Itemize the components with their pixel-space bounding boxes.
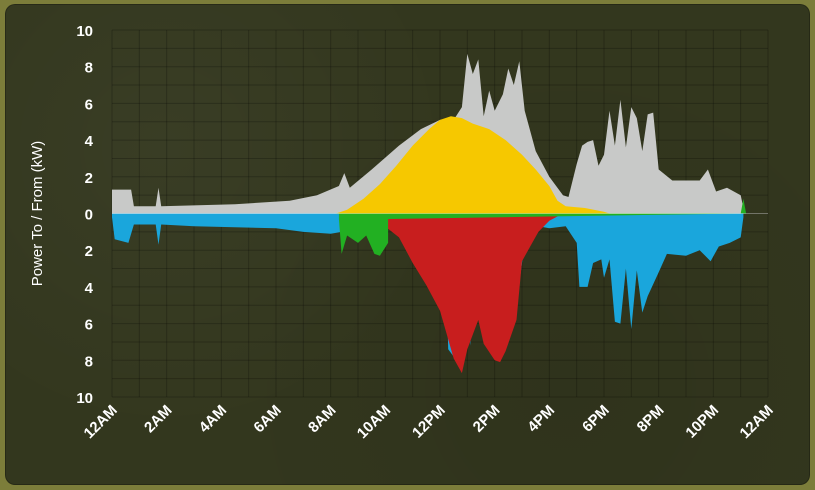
y-tick-label: 6 [85, 96, 93, 113]
y-axis-label: Power To / From (kW) [29, 141, 46, 287]
x-tick-label: 12AM [737, 402, 777, 442]
y-tick-label: 2 [85, 170, 93, 187]
y-tick-label: 10 [76, 23, 93, 40]
y-tick-label: 2 [85, 243, 93, 260]
chart-areas [112, 53, 747, 374]
area-grid [112, 213, 744, 357]
x-tick-label: 2PM [470, 402, 504, 436]
x-tick-label: 4AM [196, 402, 230, 436]
x-tick-label: 12PM [409, 402, 449, 442]
y-tick-label: 8 [85, 60, 93, 77]
x-tick-label: 2AM [141, 402, 175, 436]
x-axis-ticks: 12AM 2AM 4AM 6AM 8AM 10AM 12PM 2PM 4PM 6PM 8PM 10PM… [81, 402, 777, 442]
x-tick-label: 6PM [579, 402, 613, 436]
x-tick-label: 10PM [682, 402, 722, 442]
y-tick-label: 0 [85, 207, 93, 224]
y-tick-label: 4 [85, 133, 94, 150]
x-tick-label: 8PM [634, 402, 668, 436]
x-tick-label: 12AM [81, 402, 121, 442]
area-solar [336, 116, 610, 214]
y-tick-label: 6 [85, 317, 93, 334]
x-tick-label: 4PM [524, 402, 558, 436]
y-axis-ticks: 10 8 6 4 2 0 2 4 6 8 10 [76, 23, 93, 407]
y-tick-label: 10 [76, 390, 93, 407]
x-tick-label: 10AM [354, 402, 394, 442]
y-tick-label: 4 [85, 280, 94, 297]
area-green [338, 198, 747, 256]
x-tick-label: 6AM [250, 402, 284, 436]
y-tick-label: 8 [85, 353, 93, 370]
x-tick-label: 8AM [305, 402, 339, 436]
area-battery [368, 213, 563, 374]
